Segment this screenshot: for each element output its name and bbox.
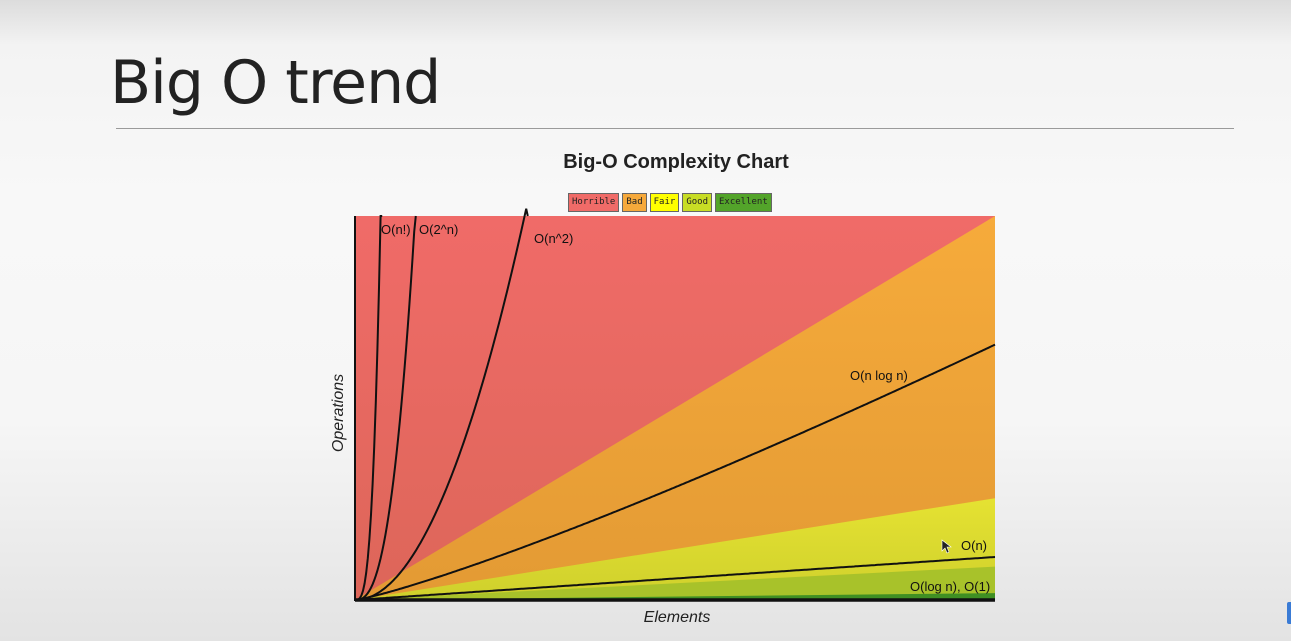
region-good — [355, 566, 995, 600]
label-log_const: O(log n), O(1) — [910, 579, 990, 594]
legend-bad: Bad — [622, 193, 647, 212]
legend-fair: Fair — [649, 193, 680, 212]
region-bad — [355, 216, 995, 600]
slide-title: Big O trend — [110, 48, 441, 118]
legend-horrible: Horrible — [568, 193, 620, 212]
legend-excellent: Excellent — [715, 193, 772, 212]
label-linear: O(n) — [961, 538, 987, 553]
mouse-cursor-icon — [941, 539, 952, 554]
curve-linear — [354, 556, 996, 601]
chart-legend: Horrible Bad Fair Good Excellent — [568, 193, 772, 212]
scroll-indicator — [1287, 602, 1291, 624]
curve-exp2 — [355, 215, 417, 601]
y-axis-label: Operations — [330, 374, 347, 452]
chart-title: Big-O Complexity Chart — [563, 151, 789, 173]
label-nlogn: O(n log n) — [850, 368, 908, 383]
label-factorial: O(n!) — [381, 222, 411, 237]
label-exp2: O(2^n) — [419, 222, 458, 237]
legend-good: Good — [682, 193, 712, 212]
region-fair — [355, 498, 995, 600]
title-divider — [116, 128, 1234, 129]
curve-square — [355, 208, 529, 601]
label-square: O(n^2) — [534, 231, 573, 246]
curve-nlogn — [354, 343, 996, 601]
x-axis-label: Elements — [644, 609, 711, 626]
